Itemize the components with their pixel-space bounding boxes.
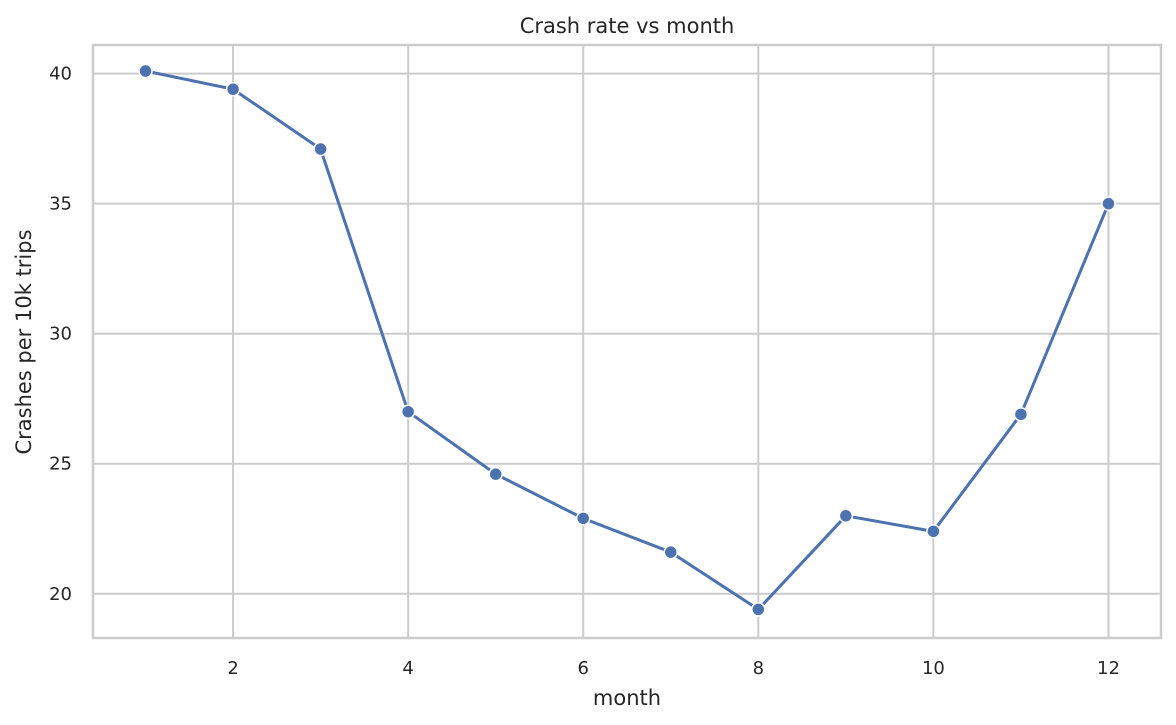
data-point (838, 508, 854, 524)
data-point (663, 544, 679, 560)
y-tick-label: 20 (49, 584, 72, 605)
x-tick-label: 6 (578, 658, 589, 679)
x-tick-label: 12 (1097, 658, 1120, 679)
data-point (1101, 196, 1116, 211)
data-point (488, 466, 503, 482)
data-point (926, 524, 941, 539)
y-tick-label: 40 (49, 64, 72, 85)
data-point (225, 81, 241, 97)
x-tick-label: 4 (402, 658, 413, 679)
data-point (751, 602, 766, 617)
x-axis-label: month (593, 686, 661, 710)
data-point (313, 141, 328, 157)
y-tick-labels: 20 25 30 35 40 (49, 64, 72, 605)
data-point (575, 511, 591, 526)
data-point (1013, 407, 1029, 422)
x-tick-labels: 2 4 6 8 10 12 (227, 658, 1120, 679)
plot-frame (91, 43, 1163, 640)
x-tick-label: 10 (922, 658, 945, 679)
data-point (400, 404, 416, 419)
grid-lines (93, 45, 1161, 638)
series-group (138, 63, 1116, 617)
x-tick-label: 2 (227, 658, 238, 679)
y-tick-label: 25 (49, 454, 72, 475)
x-tick-label: 8 (753, 658, 764, 679)
y-tick-label: 35 (49, 194, 72, 215)
data-point (138, 63, 153, 79)
chart-title: Crash rate vs month (520, 14, 735, 38)
y-tick-label: 30 (49, 324, 72, 345)
y-axis-label: Crashes per 10k trips (12, 229, 36, 454)
series-line (145, 69, 1110, 611)
